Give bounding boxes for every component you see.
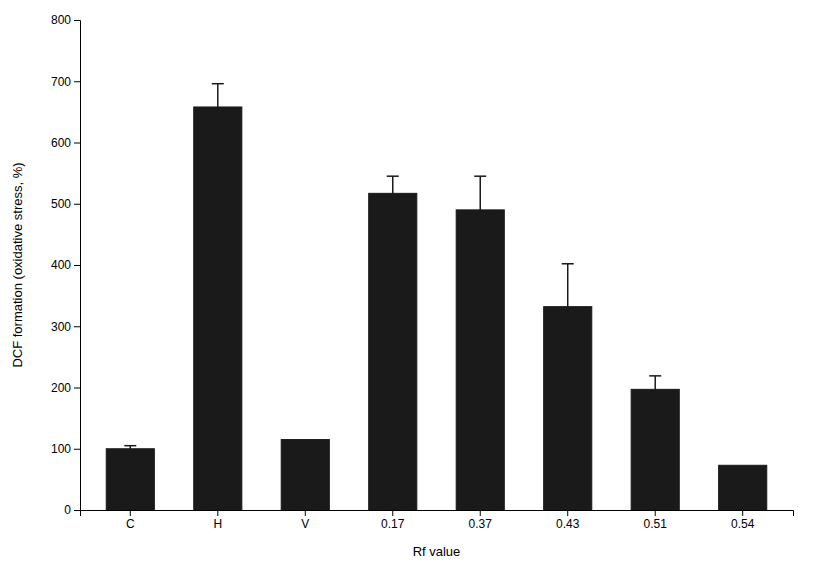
x-tick-label: 0.37 [469,517,493,531]
y-tick: 500 [51,197,80,211]
y-tick-label: 400 [51,258,71,272]
error-bar [387,176,399,210]
y-tick-label: 600 [51,136,71,150]
bar [106,449,154,510]
chart-svg: C H V 0.17 0.37 0.43 0.51 0.54 0 100 200 300 400 500 6… [0,0,817,572]
y-tick: 300 [51,320,80,334]
x-tick-label: 0.17 [381,517,405,531]
error-bar-cap [474,175,486,177]
error-bar-cap [649,375,661,377]
x-tick-mark [480,510,481,516]
error-bar-cap [212,130,224,132]
error-bar-stem [567,264,569,350]
x-tick-mark [655,510,656,516]
y-axis-title: DCF formation (oxidative stress, %) [10,162,25,367]
bar [281,440,329,510]
x-tick: 0.17 [381,510,405,531]
y-tick-mark [74,326,80,327]
error-bar-cap [387,175,399,177]
y-tick-mark [74,510,80,511]
error-bar-cap [212,83,224,85]
y-tick-mark [74,388,80,389]
x-tick-mark [217,510,218,516]
y-tick: 600 [51,136,80,150]
x-tick-label: H [213,517,222,531]
y-tick-label: 500 [51,197,71,211]
error-bar-stem [392,176,394,210]
x-tick: 0.54 [731,510,755,531]
bar [369,193,417,510]
y-tick-label: 100 [51,442,71,456]
error-bar-cap [124,451,136,453]
x-axis: C H V 0.17 0.37 0.43 0.51 0.54 [81,510,794,531]
x-tick-label: 0.51 [644,517,668,531]
error-bar [562,264,574,350]
marks [106,84,767,510]
x-tick: 0.43 [556,510,580,531]
bar [194,107,242,510]
y-tick: 0 [64,503,80,517]
bar [719,465,767,510]
error-bar [212,84,224,131]
error-bar-cap [562,349,574,351]
error-bar [649,376,661,403]
y-tick: 700 [51,75,80,89]
x-tick-label: 0.43 [556,517,580,531]
x-tick: 0.37 [469,510,493,531]
x-tick-label: C [126,517,135,531]
error-bar-cap [387,210,399,212]
x-tick-mark [567,510,568,516]
y-tick-label: 0 [64,503,71,517]
x-tick-label: V [301,517,309,531]
y-tick: 800 [51,13,80,27]
bar [456,210,504,510]
x-tick: 0.51 [644,510,668,531]
x-axis-title: Rf value [413,544,461,559]
error-bar-stem [479,176,481,243]
error-bar-cap [474,243,486,245]
y-tick-label: 800 [51,13,71,27]
chart-container: C H V 0.17 0.37 0.43 0.51 0.54 0 100 200 300 400 500 6… [0,0,817,572]
x-tick: H [213,510,222,531]
error-bar-cap [562,263,574,265]
y-tick-label: 700 [51,75,71,89]
x-tick-mark [130,510,131,516]
y-tick: 200 [51,381,80,395]
x-tick-label: 0.54 [731,517,755,531]
y-tick: 100 [51,442,80,456]
y-tick-label: 300 [51,320,71,334]
error-bar-stem [654,376,656,403]
y-tick-mark [74,20,80,21]
x-tick-mark [742,510,743,516]
x-tick-mark [305,510,306,516]
error-bar-stem [130,446,132,452]
y-tick-mark [74,204,80,205]
bar [631,389,679,510]
y-axis: 0 100 200 300 400 500 600 700 800 [51,13,81,517]
y-tick-mark [74,449,80,450]
error-bar-stem [217,84,219,131]
error-bar-cap [649,402,661,404]
plot: C H V 0.17 0.37 0.43 0.51 0.54 0 100 200 300 400 500 6… [51,13,794,530]
x-tick: C [126,510,135,531]
error-bar-cap [124,445,136,447]
y-tick-label: 200 [51,381,71,395]
error-bar [124,446,136,452]
y-tick-mark [74,265,80,266]
x-tick-mark [392,510,393,516]
error-bar [474,176,486,243]
y-tick-mark [74,81,80,82]
y-tick: 400 [51,258,80,272]
y-tick-mark [74,143,80,144]
x-axis-line [81,511,794,517]
y-axis-line [74,21,81,511]
x-tick: V [301,510,309,531]
